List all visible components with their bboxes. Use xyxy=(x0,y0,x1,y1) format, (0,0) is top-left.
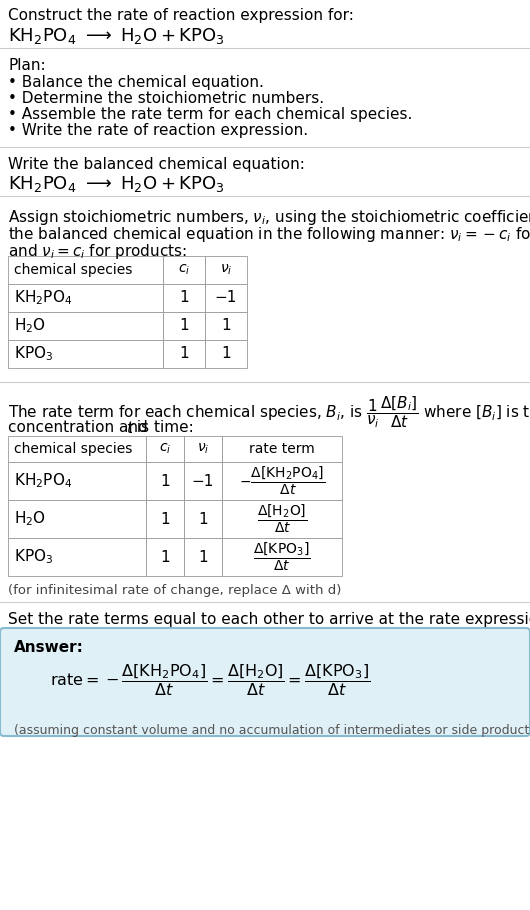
Text: chemical species: chemical species xyxy=(14,263,132,277)
Text: (assuming constant volume and no accumulation of intermediates or side products): (assuming constant volume and no accumul… xyxy=(14,724,530,737)
Bar xyxy=(8,284,163,312)
Bar xyxy=(163,256,205,284)
Text: (for infinitesimal rate of change, replace Δ with d): (for infinitesimal rate of change, repla… xyxy=(8,584,341,597)
Bar xyxy=(163,284,205,312)
Text: Assign stoichiometric numbers, $\nu_i$, using the stoichiometric coefficients, $: Assign stoichiometric numbers, $\nu_i$, … xyxy=(8,208,530,227)
Bar xyxy=(146,436,184,462)
Text: 1: 1 xyxy=(160,550,170,564)
Text: • Write the rate of reaction expression.: • Write the rate of reaction expression. xyxy=(8,123,308,138)
Bar xyxy=(222,462,342,500)
Bar xyxy=(222,436,342,462)
Bar xyxy=(8,340,163,368)
Bar xyxy=(8,538,146,576)
Bar xyxy=(205,312,247,340)
Text: $-\dfrac{\Delta[\mathrm{KH_2PO_4}]}{\Delta t}$: $-\dfrac{\Delta[\mathrm{KH_2PO_4}]}{\Del… xyxy=(239,465,325,497)
Text: $\mathrm{KH_2PO_4}$: $\mathrm{KH_2PO_4}$ xyxy=(14,288,72,308)
Bar xyxy=(205,256,247,284)
Bar xyxy=(146,538,184,576)
Text: Answer:: Answer: xyxy=(14,640,84,655)
Bar xyxy=(163,340,205,368)
Bar xyxy=(184,500,222,538)
Text: $\mathrm{KPO_3}$: $\mathrm{KPO_3}$ xyxy=(14,548,53,566)
Text: Plan:: Plan: xyxy=(8,58,46,73)
Text: and $\nu_i = c_i$ for products:: and $\nu_i = c_i$ for products: xyxy=(8,242,187,261)
Bar xyxy=(184,538,222,576)
Text: $\dfrac{\Delta[\mathrm{H_2O}]}{\Delta t}$: $\dfrac{\Delta[\mathrm{H_2O}]}{\Delta t}… xyxy=(257,503,307,535)
Bar xyxy=(8,312,163,340)
Bar xyxy=(8,436,146,462)
Bar xyxy=(8,500,146,538)
Bar xyxy=(146,500,184,538)
Text: The rate term for each chemical species, $B_i$, is $\dfrac{1}{\nu_i}\dfrac{\Delt: The rate term for each chemical species,… xyxy=(8,394,530,430)
Bar xyxy=(163,312,205,340)
Text: • Assemble the rate term for each chemical species.: • Assemble the rate term for each chemic… xyxy=(8,107,412,122)
Text: 1: 1 xyxy=(221,318,231,333)
Text: • Balance the chemical equation.: • Balance the chemical equation. xyxy=(8,75,264,90)
Bar xyxy=(184,462,222,500)
Text: $\nu_i$: $\nu_i$ xyxy=(220,263,232,278)
Text: $c_i$: $c_i$ xyxy=(159,441,171,456)
Bar xyxy=(222,500,342,538)
Text: the balanced chemical equation in the following manner: $\nu_i = -c_i$ for react: the balanced chemical equation in the fo… xyxy=(8,225,530,244)
Text: chemical species: chemical species xyxy=(14,442,132,456)
Text: $\mathrm{rate} = -\dfrac{\Delta[\mathrm{KH_2PO_4}]}{\Delta t} = \dfrac{\Delta[\m: $\mathrm{rate} = -\dfrac{\Delta[\mathrm{… xyxy=(50,662,370,698)
Bar xyxy=(146,462,184,500)
Text: • Determine the stoichiometric numbers.: • Determine the stoichiometric numbers. xyxy=(8,91,324,106)
Text: $c_i$: $c_i$ xyxy=(178,263,190,278)
Text: concentration and: concentration and xyxy=(8,420,153,435)
Text: 1: 1 xyxy=(221,347,231,361)
Bar xyxy=(205,284,247,312)
Text: 1: 1 xyxy=(198,511,208,527)
Text: $\mathrm{KH_2PO_4\ \longrightarrow\ H_2O + KPO_3}$: $\mathrm{KH_2PO_4\ \longrightarrow\ H_2O… xyxy=(8,26,225,46)
Text: $\nu_i$: $\nu_i$ xyxy=(197,441,209,456)
Text: $\mathrm{KPO_3}$: $\mathrm{KPO_3}$ xyxy=(14,345,53,363)
Text: −1: −1 xyxy=(192,473,214,489)
Text: $\mathrm{H_2O}$: $\mathrm{H_2O}$ xyxy=(14,317,46,336)
Text: Construct the rate of reaction expression for:: Construct the rate of reaction expressio… xyxy=(8,8,354,23)
Text: $\dfrac{\Delta[\mathrm{KPO_3}]}{\Delta t}$: $\dfrac{\Delta[\mathrm{KPO_3}]}{\Delta t… xyxy=(253,541,311,573)
Bar xyxy=(222,538,342,576)
Text: 1: 1 xyxy=(179,290,189,306)
Text: $t$: $t$ xyxy=(126,420,135,436)
Text: 1: 1 xyxy=(160,511,170,527)
Bar xyxy=(8,256,163,284)
Text: 1: 1 xyxy=(179,318,189,333)
Text: $\mathrm{KH_2PO_4}$: $\mathrm{KH_2PO_4}$ xyxy=(14,471,72,490)
Text: Write the balanced chemical equation:: Write the balanced chemical equation: xyxy=(8,157,305,172)
Text: 1: 1 xyxy=(160,473,170,489)
Bar xyxy=(205,340,247,368)
Bar xyxy=(184,436,222,462)
Text: −1: −1 xyxy=(215,290,237,306)
FancyBboxPatch shape xyxy=(0,628,530,736)
Text: $\mathrm{KH_2PO_4\ \longrightarrow\ H_2O + KPO_3}$: $\mathrm{KH_2PO_4\ \longrightarrow\ H_2O… xyxy=(8,174,225,194)
Text: 1: 1 xyxy=(179,347,189,361)
Text: rate term: rate term xyxy=(249,442,315,456)
Text: is time:: is time: xyxy=(132,420,194,435)
Bar xyxy=(8,462,146,500)
Text: Set the rate terms equal to each other to arrive at the rate expression:: Set the rate terms equal to each other t… xyxy=(8,612,530,627)
Text: $\mathrm{H_2O}$: $\mathrm{H_2O}$ xyxy=(14,510,46,529)
Text: 1: 1 xyxy=(198,550,208,564)
